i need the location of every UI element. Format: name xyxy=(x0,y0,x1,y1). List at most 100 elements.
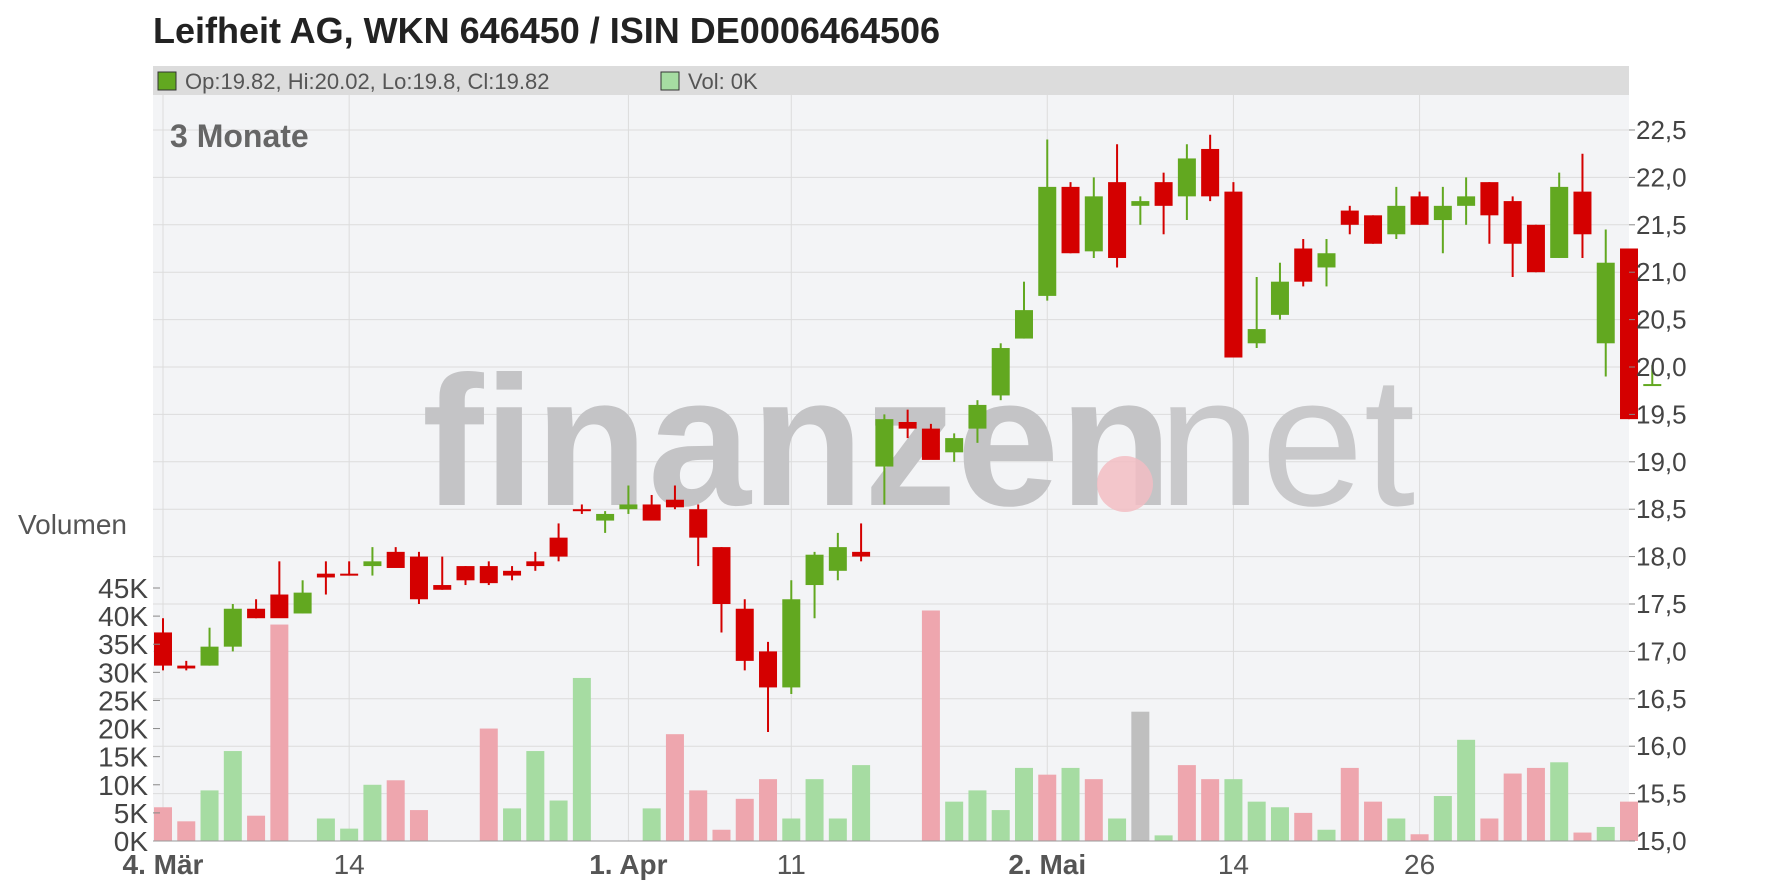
volume-bar xyxy=(1550,762,1569,841)
finanzen-watermark: finanzen net xyxy=(422,339,1415,545)
volume-bar xyxy=(1503,773,1522,841)
volume-bar xyxy=(642,808,661,841)
volume-bar xyxy=(316,818,335,841)
candle-body xyxy=(1503,201,1522,244)
volume-bar xyxy=(1038,774,1057,841)
candle-body xyxy=(1596,262,1615,344)
candle-body xyxy=(991,348,1010,396)
date-tick-label: 4. Mär xyxy=(123,849,204,880)
candle-body xyxy=(549,537,568,557)
candle-body xyxy=(572,509,591,512)
date-tick-label: 26 xyxy=(1404,849,1435,880)
volume-bar xyxy=(223,751,242,841)
candle-body xyxy=(1550,186,1569,258)
candle-body xyxy=(316,573,335,578)
volume-bar xyxy=(1014,767,1033,841)
axes: 15,0 15,5 16,0 16,5 17,0 17,5 18,0 18,5 19,0 19,5… xyxy=(98,115,1686,880)
candle-body xyxy=(1177,158,1196,197)
price-tick-label: 16,5 xyxy=(1636,684,1687,714)
candle-body xyxy=(1526,224,1545,273)
volume-bar xyxy=(247,815,266,841)
volume-bar xyxy=(1364,801,1383,841)
ohlc-readout: Op:19.82, Hi:20.02, Lo:19.8, Cl:19.82 xyxy=(185,69,549,94)
candle-body xyxy=(433,585,452,590)
date-tick-label: 1. Apr xyxy=(589,849,667,880)
candle-body xyxy=(223,608,242,647)
candle-body xyxy=(177,665,196,669)
candle-body xyxy=(689,509,708,538)
volume-axis-title: Volumen xyxy=(18,509,127,540)
volume-bar xyxy=(1410,834,1429,841)
candle-body xyxy=(1014,310,1033,339)
candle-body xyxy=(945,438,964,453)
candle-body xyxy=(456,566,475,581)
candle-body xyxy=(875,419,894,467)
price-tick-label: 18,0 xyxy=(1636,542,1687,572)
volume-bar xyxy=(1131,711,1150,841)
volume-bar xyxy=(1224,779,1243,841)
volume-bar xyxy=(921,610,940,841)
volume-bar xyxy=(1154,835,1173,841)
candle-body xyxy=(526,561,545,567)
candle-body xyxy=(1224,191,1243,358)
date-tick-label: 2. Mai xyxy=(1008,849,1086,880)
candle-body xyxy=(1294,248,1313,282)
plot-background xyxy=(153,95,1629,841)
candle-body xyxy=(386,551,405,568)
candle-body xyxy=(247,608,266,619)
candle-body xyxy=(154,632,172,666)
candle-body xyxy=(1433,205,1452,221)
candle-body xyxy=(828,547,847,571)
volume-bar xyxy=(177,821,196,841)
volume-bar xyxy=(1573,832,1592,841)
candle-body xyxy=(363,561,382,567)
volume-bars xyxy=(154,610,1639,841)
candle-body xyxy=(1084,196,1103,252)
price-tick-label: 15,0 xyxy=(1636,826,1687,856)
candle-body xyxy=(1340,210,1359,225)
candle-body xyxy=(712,547,731,604)
volume-bar xyxy=(991,810,1010,841)
volume-bar xyxy=(200,790,219,841)
candle-body xyxy=(735,608,754,661)
volume-bar xyxy=(1201,779,1220,841)
price-candles xyxy=(154,134,1662,732)
volume-bar xyxy=(1387,818,1406,841)
volume-bar xyxy=(549,800,568,841)
volume-readout: Vol: 0K xyxy=(688,69,758,94)
candle-body xyxy=(503,570,522,576)
candle-body xyxy=(1410,196,1429,225)
volume-bar xyxy=(1457,739,1476,841)
candle-body xyxy=(270,594,289,619)
volume-bar xyxy=(363,784,382,841)
volume-tick-label: 10K xyxy=(98,770,148,801)
volume-bar xyxy=(805,779,824,841)
price-tick-label: 20,0 xyxy=(1636,352,1687,382)
candle-body xyxy=(479,566,498,584)
volume-bar xyxy=(270,624,289,841)
candle-body xyxy=(1573,191,1592,235)
info-bar xyxy=(153,66,1629,95)
volume-bar xyxy=(1620,801,1639,841)
volume-bar xyxy=(665,734,684,841)
volume-bar xyxy=(1061,767,1080,841)
candle-body xyxy=(1131,201,1150,206)
volume-bar xyxy=(689,790,708,841)
candle-body xyxy=(1620,248,1639,420)
candle-body xyxy=(968,404,987,429)
price-tick-label: 15,5 xyxy=(1636,779,1687,809)
volume-bar xyxy=(1526,767,1545,841)
chart-title: Leifheit AG, WKN 646450 / ISIN DE0006464… xyxy=(153,10,941,51)
candle-body xyxy=(665,499,684,508)
volume-bar xyxy=(1433,796,1452,841)
price-tick-label: 21,5 xyxy=(1636,210,1687,240)
price-tick-label: 21,0 xyxy=(1636,257,1687,287)
candle-body xyxy=(1201,148,1220,197)
volume-bar xyxy=(1294,812,1313,841)
candle-body xyxy=(619,504,638,510)
date-tick-label: 11 xyxy=(777,849,806,880)
grid xyxy=(153,95,1629,842)
price-tick-label: 22,5 xyxy=(1636,115,1687,145)
candle-body xyxy=(340,573,359,576)
